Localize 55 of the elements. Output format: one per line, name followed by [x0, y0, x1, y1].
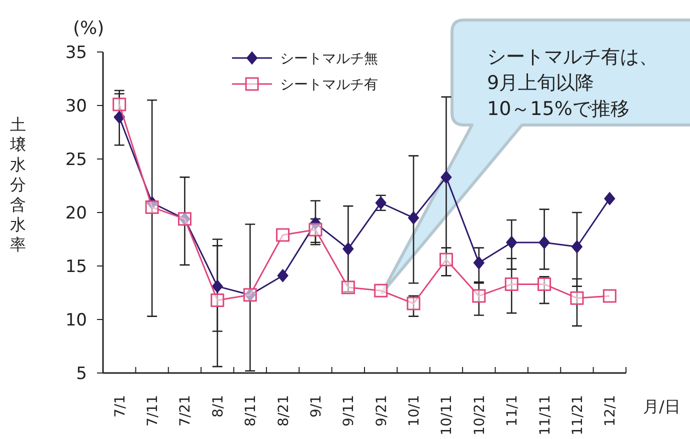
point [210, 293, 224, 307]
x-tick-label: 12/1 [602, 395, 619, 426]
point [604, 192, 616, 206]
x-tick-label: 9/11 [341, 395, 358, 426]
point [112, 98, 126, 112]
x-tick-label: 10/21 [472, 395, 488, 436]
y-tick-label: 10 [65, 310, 87, 330]
annotation: シートマルチ有は、 9月上旬以降 10～15%で推移 [487, 46, 658, 120]
x-tick-label: 10/11 [439, 395, 456, 436]
point [571, 240, 582, 254]
x-tick-label: 11/21 [570, 395, 586, 436]
point [408, 211, 420, 224]
point [472, 289, 486, 303]
point [276, 228, 290, 242]
x-tick-label: 11/11 [537, 395, 554, 436]
y-tick-label: 30 [65, 96, 87, 116]
y-tick-label: 20 [65, 204, 87, 224]
point [114, 110, 125, 124]
x-tick-label: 7/11 [145, 395, 162, 426]
point [538, 277, 552, 291]
x-axis-title: 月/日 [643, 397, 680, 416]
point [145, 200, 159, 214]
point [310, 216, 321, 230]
point [342, 242, 354, 256]
x-tick-label: 8/11 [243, 395, 260, 426]
point [439, 252, 453, 266]
x-tick-label: 7/1 [112, 395, 128, 418]
point [538, 236, 550, 249]
y-tick-label: 15 [65, 257, 87, 277]
x-tick-label: 10/1 [406, 395, 423, 426]
x-tick-label: 8/21 [276, 395, 292, 426]
legend-label: シートマルチ無 [280, 51, 378, 67]
point [440, 170, 452, 184]
x-tick-label: 9/21 [374, 395, 390, 426]
point [473, 256, 484, 270]
text: (%) [73, 18, 104, 39]
legend-label: シートマルチ有 [280, 77, 378, 93]
point [277, 269, 288, 282]
y-axis-title: 土壌水分含水率 [9, 115, 26, 254]
point [504, 277, 518, 291]
point [308, 222, 322, 236]
y-tick-label: 35 [65, 43, 87, 63]
point [570, 291, 584, 305]
point [212, 280, 223, 293]
point [341, 280, 355, 294]
point [506, 236, 518, 249]
y-tick-label: 5 [76, 364, 87, 384]
point [406, 296, 420, 310]
x-tick-label: 9/1 [308, 395, 324, 418]
point [374, 284, 388, 298]
y-tick-label: 25 [65, 150, 87, 170]
point [602, 289, 616, 303]
x-tick-label: 7/21 [178, 395, 194, 426]
x-tick-label: 8/1 [210, 395, 226, 418]
x-tick-label: 11/1 [504, 395, 521, 426]
